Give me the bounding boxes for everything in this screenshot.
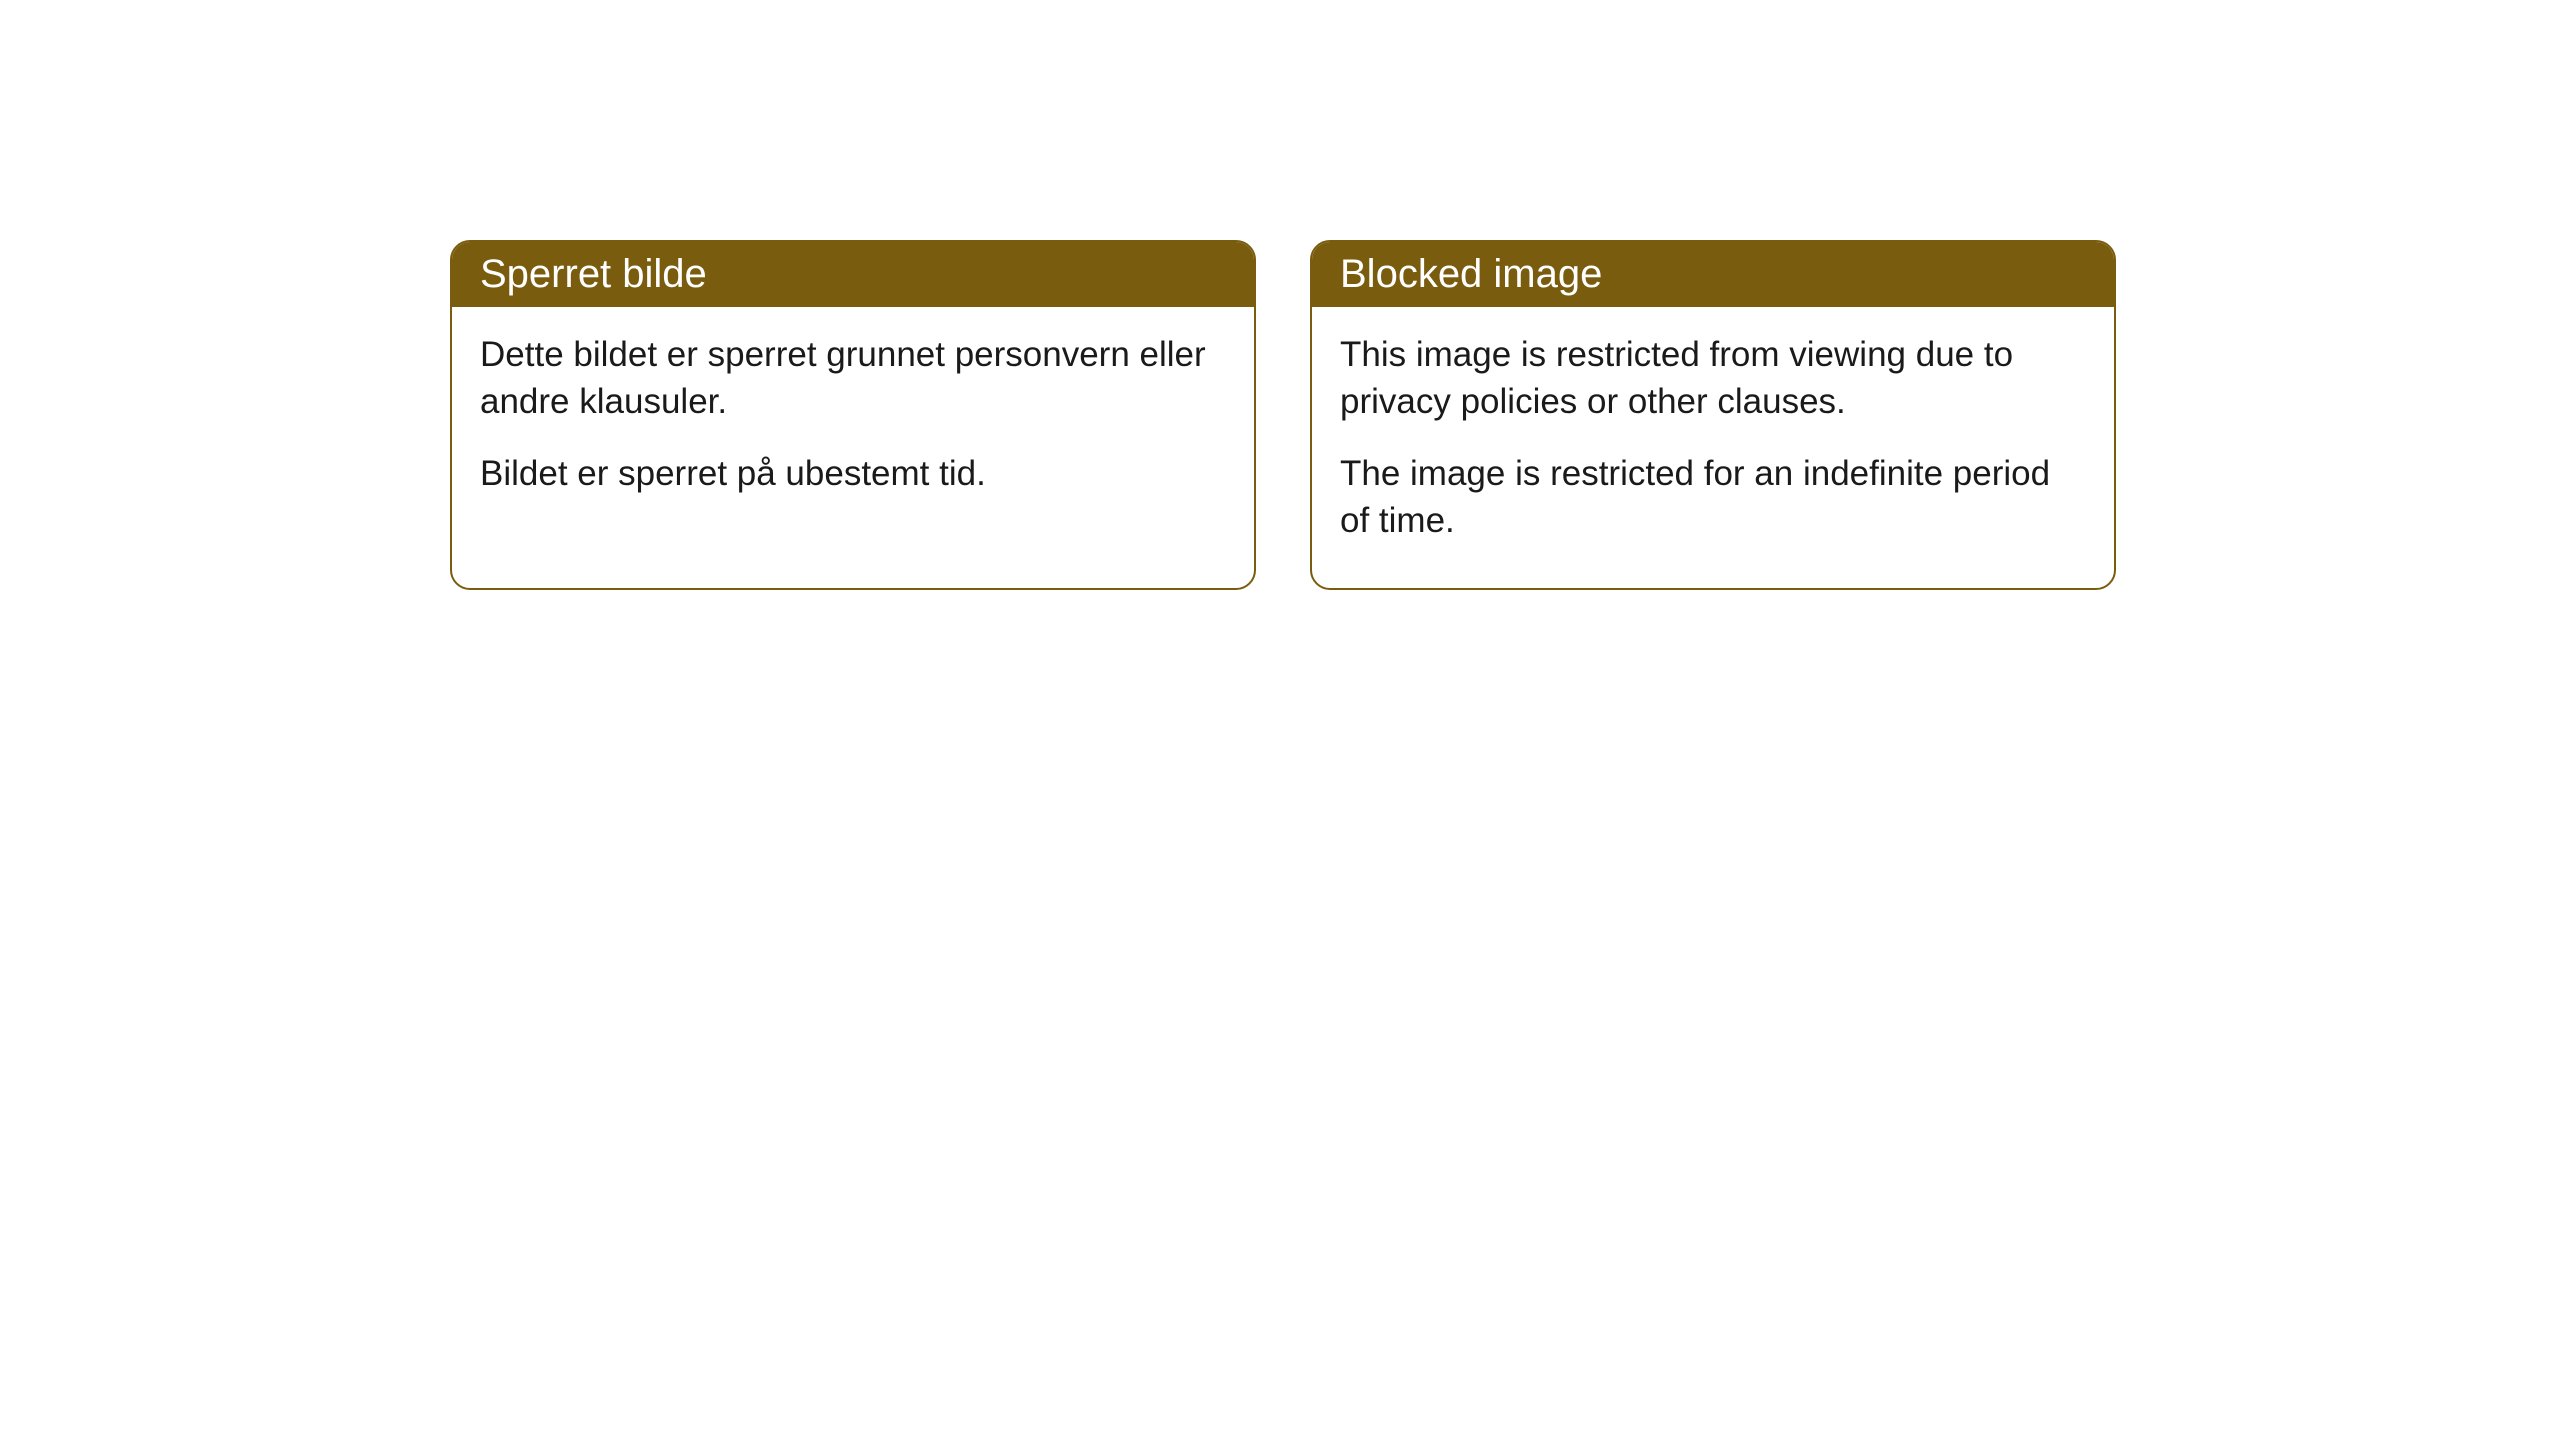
card-body-no: Dette bildet er sperret grunnet personve…	[452, 307, 1254, 541]
card-paragraph-1-en: This image is restricted from viewing du…	[1340, 331, 2086, 426]
card-header-en: Blocked image	[1312, 242, 2114, 307]
card-paragraph-2-en: The image is restricted for an indefinit…	[1340, 450, 2086, 545]
card-header-no: Sperret bilde	[452, 242, 1254, 307]
blocked-image-card-no: Sperret bilde Dette bildet er sperret gr…	[450, 240, 1256, 590]
card-paragraph-1-no: Dette bildet er sperret grunnet personve…	[480, 331, 1226, 426]
cards-container: Sperret bilde Dette bildet er sperret gr…	[450, 240, 2116, 590]
blocked-image-card-en: Blocked image This image is restricted f…	[1310, 240, 2116, 590]
card-paragraph-2-no: Bildet er sperret på ubestemt tid.	[480, 450, 1226, 497]
card-body-en: This image is restricted from viewing du…	[1312, 307, 2114, 588]
